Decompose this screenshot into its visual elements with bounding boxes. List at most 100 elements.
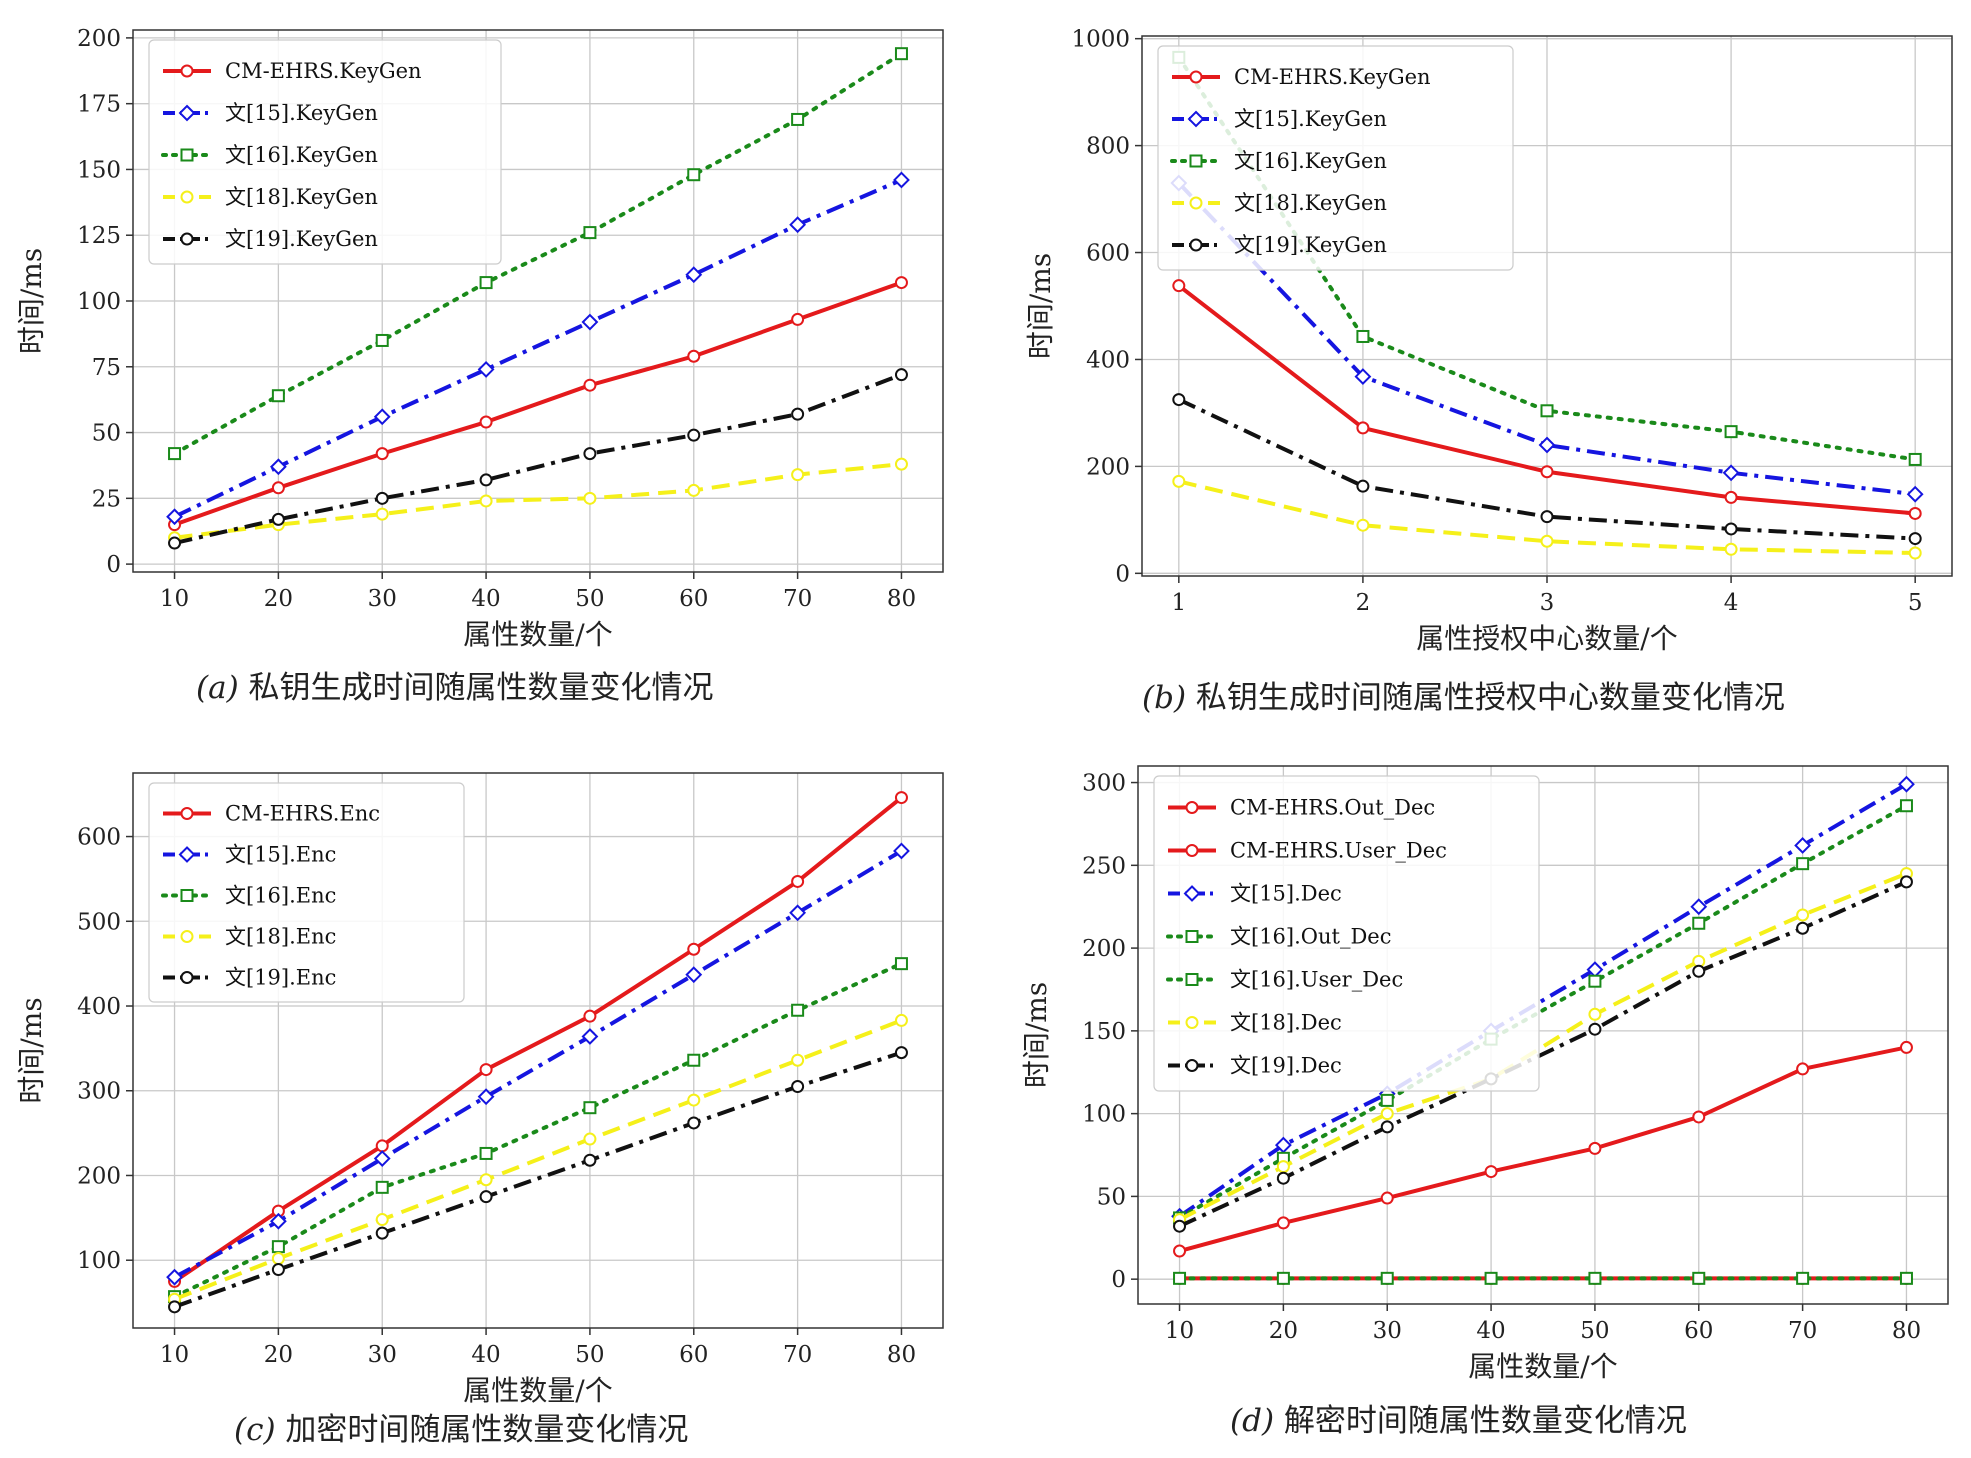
chart-d-y-axis-label: 时间/ms xyxy=(1020,982,1053,1088)
chart-c-x-tick-label: 20 xyxy=(264,1342,293,1368)
chart-c-series-line xyxy=(172,961,904,1299)
chart-d-x-axis-label: 属性数量/个 xyxy=(1468,1350,1617,1383)
chart-d-y-tick-label: 150 xyxy=(1082,1019,1126,1045)
chart-d-data-point xyxy=(1588,974,1602,988)
legend-marker xyxy=(180,148,194,162)
chart-c-data-point xyxy=(687,1116,701,1130)
chart-b-y-axis-label: 时间/ms xyxy=(1024,253,1057,359)
chart-d-data-point xyxy=(1796,908,1810,922)
caption-b-text: 私钥生成时间随属性授权中心数量变化情况 xyxy=(1195,680,1785,716)
chart-d-data-point xyxy=(1173,1219,1187,1233)
chart-c-data-point xyxy=(583,1101,597,1115)
chart-b-data-point xyxy=(1724,522,1738,536)
chart-d-series-4 xyxy=(1173,1271,1913,1285)
chart-a-series-line xyxy=(174,462,902,540)
chart-d-data-point xyxy=(1588,1007,1602,1021)
chart-c-data-point xyxy=(687,942,701,956)
chart-a-data-point xyxy=(583,491,597,505)
chart-d-series-line xyxy=(1179,1045,1907,1253)
chart-c-data-point xyxy=(168,1300,182,1314)
chart-c-legend-label: 文[15].Enc xyxy=(225,843,336,867)
chart-c-data-point xyxy=(791,874,805,888)
legend-marker xyxy=(1183,885,1201,902)
chart-d-data-point xyxy=(1173,1271,1187,1285)
chart-a-data-point xyxy=(477,360,495,378)
chart-b-legend-label: 文[18].KeyGen xyxy=(1234,191,1387,215)
legend-marker xyxy=(1187,110,1205,128)
chart-d-legend-label: 文[15].Dec xyxy=(1230,882,1342,906)
chart-c-x-tick-label: 10 xyxy=(160,1342,189,1368)
chart-a-data-point xyxy=(375,507,389,521)
chart-c: 10 20 30 40 50 60 70 80 100 200 300 400 500 600 属性数量/个… xyxy=(0,740,975,1407)
chart-d-data-point xyxy=(1173,1244,1187,1258)
chart-c-legend-label: 文[16].Enc xyxy=(225,884,336,908)
chart-c-y-tick-label: 200 xyxy=(77,1163,121,1189)
chart-c-data-point xyxy=(269,1212,287,1230)
chart-c-series-0 xyxy=(168,791,908,1288)
chart-b-legend-label: 文[16].KeyGen xyxy=(1234,149,1387,173)
chart-a-y-tick-label: 175 xyxy=(77,92,121,118)
chart-c-svg: 10 20 30 40 50 60 70 80 100 200 300 400 500 600 属性数量/个… xyxy=(15,772,944,1407)
chart-d-y-tick-label: 100 xyxy=(1082,1102,1126,1128)
chart-a-y-tick-label: 200 xyxy=(77,26,121,52)
chart-c-data-point xyxy=(373,1150,391,1167)
chart-c-series-3 xyxy=(168,1013,908,1306)
legend-marker xyxy=(1185,801,1199,814)
legend-box xyxy=(1153,775,1540,1092)
chart-b-legend-label: 文[19].KeyGen xyxy=(1234,233,1387,257)
chart-c-x-tick-label: 30 xyxy=(368,1342,397,1368)
chart-c-y-tick-label: 600 xyxy=(77,825,121,851)
chart-d-y-tick-label: 300 xyxy=(1082,771,1126,797)
chart-d-series-line xyxy=(1178,880,1908,1229)
chart-c-data-point xyxy=(479,1146,493,1160)
chart-d-frame xyxy=(1137,765,1949,1305)
chart-a-x-tick-label: 50 xyxy=(575,586,604,612)
chart-b-data-point xyxy=(1540,510,1554,524)
chart-c-y-tick-label: 100 xyxy=(77,1248,121,1274)
chart-a-data-point xyxy=(791,468,805,482)
caption-c: (c) 加密时间随属性数量变化情况 xyxy=(234,1404,688,1449)
chart-a-y-tick-label: 50 xyxy=(92,421,121,447)
chart-a-legend-label: 文[19].KeyGen xyxy=(225,227,378,251)
chart-a-x-tick-label: 40 xyxy=(471,586,500,612)
chart-c-data-point xyxy=(791,1053,805,1067)
chart-b-data-point xyxy=(1540,534,1554,548)
chart-d-x-tick-label: 20 xyxy=(1269,1318,1298,1344)
chart-c-data-point xyxy=(581,1028,599,1045)
chart-a-x-tick-label: 80 xyxy=(887,586,916,612)
chart-d-legend-label: 文[18].Dec xyxy=(1230,1011,1342,1035)
legend-marker xyxy=(1189,154,1203,168)
legend-marker xyxy=(180,232,194,246)
chart-a-data-point xyxy=(687,168,701,182)
chart-a-data-point xyxy=(893,171,910,189)
chart-c-data-point xyxy=(479,1173,493,1187)
chart-b-x-tick-label: 4 xyxy=(1724,590,1739,616)
legend-marker xyxy=(1185,973,1199,986)
chart-c-data-point xyxy=(375,1139,389,1153)
chart-d-series-0 xyxy=(1173,1040,1913,1258)
legend-marker xyxy=(178,846,196,863)
legend-marker xyxy=(1189,196,1203,210)
chart-a-y-tick-label: 100 xyxy=(77,289,121,315)
chart-d-data-point xyxy=(1276,1160,1290,1174)
chart-d-data-point xyxy=(1588,1022,1602,1036)
chart-a-y-tick-label: 75 xyxy=(92,355,121,381)
chart-a-data-point xyxy=(687,428,701,442)
chart-d-data-point xyxy=(1276,1171,1290,1185)
chart-a-data-point xyxy=(581,313,599,331)
chart-c-data-point xyxy=(375,1226,389,1240)
chart-b-data-point xyxy=(1538,436,1556,454)
chart-c-data-point xyxy=(791,1003,805,1017)
chart-c-data-point xyxy=(687,1093,701,1107)
chart-a-y-tick-label: 150 xyxy=(77,157,121,183)
legend-marker xyxy=(1185,1059,1199,1072)
chart-c-data-point xyxy=(375,1180,389,1194)
chart-d-data-point xyxy=(1898,775,1915,793)
chart-d-y-tick-label: 250 xyxy=(1082,853,1126,879)
chart-a-series-2 xyxy=(168,47,908,461)
chart-a-data-point xyxy=(479,415,493,429)
chart-b-data-point xyxy=(1356,329,1370,343)
chart-b-series-line xyxy=(1177,397,1916,541)
chart-c-data-point xyxy=(479,1063,493,1077)
chart-c-legend-label: 文[19].Enc xyxy=(225,966,336,990)
